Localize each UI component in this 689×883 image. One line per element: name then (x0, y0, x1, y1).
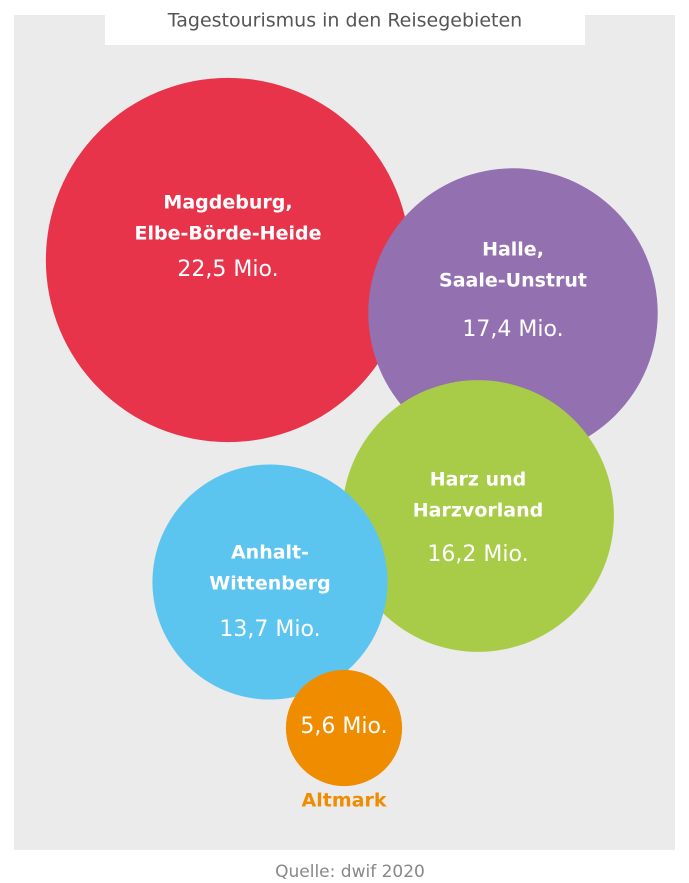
bubble (45, 77, 411, 443)
value-label: 17,4 Mio. (462, 317, 563, 342)
value-label: 16,2 Mio. (427, 542, 528, 567)
bubble-name: Harzvorland (413, 500, 543, 522)
value-label: 22,5 Mio. (177, 257, 278, 282)
bubble (342, 380, 614, 652)
bubble-name: Magdeburg, (163, 192, 292, 214)
bubble-name: Elbe-Börde-Heide (135, 223, 322, 245)
title-box (105, 0, 585, 45)
bubble (152, 464, 388, 700)
bubble-name: Anhalt- (231, 542, 309, 564)
value-label: 13,7 Mio. (219, 617, 320, 642)
bubble-name: Halle, (482, 239, 544, 261)
source-box (240, 855, 460, 883)
bubble-name: Wittenberg (209, 573, 331, 595)
bubble-name: Saale-Unstrut (439, 270, 587, 292)
bubble-name: Harz und (430, 469, 526, 491)
bubble (285, 669, 403, 787)
chart-title: Tagestourismus in den Reisegebieten (167, 10, 522, 32)
value-label: 5,6 Mio. (300, 714, 387, 739)
source: Quelle: dwif 2020 (275, 862, 425, 882)
bubble-name: Altmark (302, 790, 387, 812)
